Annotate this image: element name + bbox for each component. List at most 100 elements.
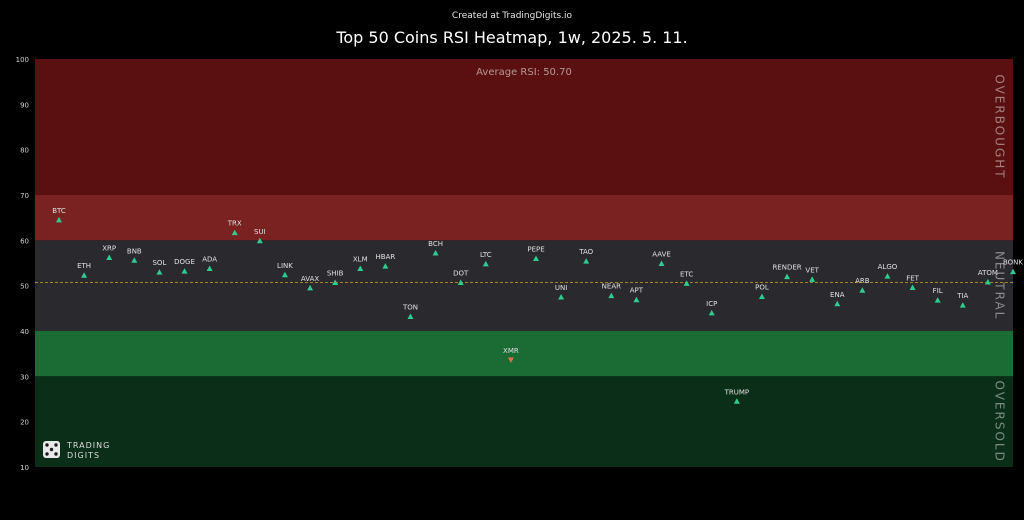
y-tick-label: 30	[20, 373, 29, 381]
point-label-tao: TAO	[578, 248, 593, 256]
point-marker-fil	[934, 297, 941, 303]
band-neutral	[35, 240, 1013, 331]
average-rsi-label: Average RSI: 50.70	[476, 67, 572, 78]
point-label-near: NEAR	[602, 283, 621, 291]
point-label-algo: ALGO	[878, 263, 898, 271]
point-label-xmr: XMR	[503, 347, 519, 355]
point-label-aave: AAVE	[652, 250, 671, 258]
point-label-dot: DOT	[453, 269, 469, 277]
point-label-bch: BCH	[428, 240, 443, 248]
point-marker-bnb	[131, 257, 138, 263]
point-marker-pol	[758, 293, 765, 300]
point-marker-etc	[683, 280, 690, 286]
chart-title: Top 50 Coins RSI Heatmap, 1w, 2025. 5. 1…	[336, 28, 688, 47]
point-label-trx: TRX	[227, 220, 242, 228]
point-marker-eth	[81, 272, 88, 278]
zone-label-overbought: OVERBOUGHT	[993, 74, 1007, 179]
point-label-ada: ADA	[202, 255, 217, 263]
y-tick-label: 90	[20, 101, 29, 109]
point-marker-pepe	[533, 255, 539, 261]
point-label-doge: DOGE	[174, 258, 195, 266]
y-tick-label: 100	[16, 56, 29, 64]
point-marker-fet	[909, 284, 916, 290]
point-label-sol: SOL	[152, 259, 166, 267]
point-label-render: RENDER	[772, 264, 801, 272]
band-weak	[35, 331, 1013, 377]
y-tick-label: 20	[20, 419, 29, 427]
point-label-pepe: PEPE	[527, 245, 544, 253]
point-marker-icp	[708, 309, 715, 316]
point-label-xlm: XLM	[353, 255, 368, 263]
point-marker-apt	[633, 296, 640, 303]
point-label-atom: ATOM	[978, 269, 998, 277]
band-oversold	[35, 376, 1013, 467]
point-label-ltc: LTC	[480, 251, 492, 259]
point-marker-xmr	[507, 357, 514, 364]
point-marker-btc	[56, 216, 62, 223]
dice-logo-icon	[43, 441, 60, 458]
zone-label-oversold: OVERSOLD	[993, 380, 1007, 462]
point-label-tia: TIA	[956, 292, 968, 300]
point-marker-vet	[809, 276, 816, 282]
point-label-ton: TON	[402, 303, 418, 311]
point-marker-sol	[156, 269, 163, 275]
point-label-bnb: BNB	[127, 247, 142, 255]
point-label-pol: POL	[755, 284, 769, 292]
point-label-icp: ICP	[706, 300, 717, 308]
point-marker-bonk	[1010, 268, 1016, 275]
brand-line1: TRADING	[66, 441, 110, 450]
point-label-sui: SUI	[254, 228, 266, 236]
point-label-vet: VET	[805, 266, 819, 274]
brand-line2: DIGITS	[67, 451, 100, 460]
point-label-shib: SHIB	[327, 269, 344, 277]
point-marker-ada	[206, 265, 213, 271]
point-marker-near	[608, 292, 615, 299]
point-label-link: LINK	[277, 262, 293, 270]
point-label-trump: TRUMP	[724, 388, 750, 396]
point-marker-tia	[959, 302, 966, 308]
y-tick-label: 50	[20, 283, 29, 291]
point-label-etc: ETC	[680, 270, 693, 278]
point-label-ena: ENA	[830, 291, 845, 299]
credit-text: Created at TradingDigits.io	[451, 11, 573, 21]
point-label-avax: AVAX	[301, 275, 319, 283]
point-marker-uni	[558, 294, 565, 300]
point-marker-doge	[181, 268, 188, 274]
point-label-btc: BTC	[52, 207, 66, 215]
point-marker-trump	[733, 398, 740, 404]
y-tick-label: 80	[20, 147, 29, 155]
point-marker-atom	[984, 279, 991, 285]
point-marker-xrp	[106, 254, 113, 261]
y-tick-label: 60	[20, 237, 29, 245]
point-label-bonk: BONK	[1003, 259, 1023, 267]
point-marker-link	[281, 271, 288, 278]
band-strong	[35, 195, 1013, 241]
point-label-fil: FIL	[933, 287, 943, 295]
point-label-apt: APT	[630, 287, 644, 295]
point-marker-bch	[432, 250, 439, 256]
point-label-eth: ETH	[77, 262, 91, 270]
point-marker-arb	[859, 287, 866, 293]
point-marker-xlm	[357, 265, 364, 271]
point-marker-ltc	[482, 260, 489, 267]
point-marker-ena	[834, 300, 841, 307]
point-label-arb: ARB	[855, 277, 870, 285]
point-label-uni: UNI	[555, 284, 567, 292]
point-marker-sui	[256, 237, 263, 244]
point-label-hbar: HBAR	[376, 253, 396, 261]
y-tick-label: 40	[20, 328, 29, 336]
point-label-xrp: XRP	[102, 245, 116, 253]
point-marker-algo	[884, 273, 891, 279]
point-marker-hbar	[382, 263, 389, 269]
point-marker-tao	[583, 258, 590, 264]
point-marker-avax	[307, 284, 314, 291]
point-label-fet: FET	[906, 274, 919, 282]
point-marker-aave	[658, 260, 665, 266]
point-marker-ton	[407, 313, 414, 319]
point-marker-trx	[231, 229, 238, 236]
y-tick-label: 70	[20, 192, 29, 200]
point-marker-shib	[332, 279, 339, 285]
y-tick-label: 10	[20, 464, 29, 472]
band-overbought	[35, 59, 1013, 195]
